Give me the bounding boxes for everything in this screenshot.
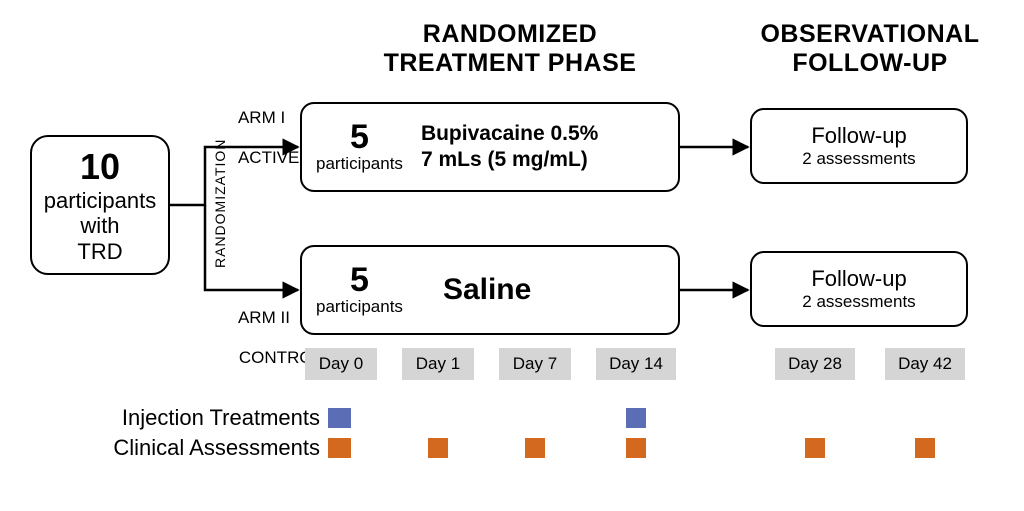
followup-box-active: Follow-up 2 assessments <box>750 108 968 184</box>
header-followup-l1: OBSERVATIONAL <box>760 20 979 48</box>
arm-active-l2: ACTIVE <box>238 148 299 167</box>
control-participants: participants <box>316 297 403 317</box>
day-pill-2: Day 7 <box>499 348 571 380</box>
header-treatment-l2: TREATMENT PHASE <box>384 49 637 77</box>
treatment-box-control: 5 participants Saline <box>300 245 680 335</box>
assessment-marker-4 <box>805 438 825 458</box>
arm-active-l1: ARM I <box>238 108 285 127</box>
fu-active-l1: Follow-up <box>811 123 906 149</box>
enroll-l1: participants <box>44 188 157 213</box>
legend-assessment-label: Clinical Assessments <box>60 435 320 461</box>
active-drug-l1: Bupivacaine 0.5% <box>421 122 598 145</box>
day-pill-4: Day 28 <box>775 348 855 380</box>
assessment-marker-5 <box>915 438 935 458</box>
fu-control-l1: Follow-up <box>811 266 906 292</box>
followup-box-control: Follow-up 2 assessments <box>750 251 968 327</box>
header-followup-l2: FOLLOW-UP <box>792 49 947 77</box>
enroll-box: 10 participants with TRD <box>30 135 170 275</box>
assessment-marker-3 <box>626 438 646 458</box>
header-treatment-l1: RANDOMIZED <box>423 20 597 48</box>
enroll-l2: with <box>80 213 119 238</box>
treatment-box-active: 5 participants Bupivacaine 0.5% 7 mLs (5… <box>300 102 680 192</box>
arm-active-label: ARM I ACTIVE <box>220 88 299 188</box>
day-pill-1: Day 1 <box>402 348 474 380</box>
assessment-marker-0 <box>331 438 351 458</box>
day-pill-3: Day 14 <box>596 348 676 380</box>
header-followup: OBSERVATIONAL FOLLOW-UP <box>740 20 1000 78</box>
header-treatment: RANDOMIZED TREATMENT PHASE <box>330 20 690 78</box>
injection-marker-0 <box>331 408 351 428</box>
assessment-marker-1 <box>428 438 448 458</box>
arm-control-l1: ARM II <box>238 308 290 327</box>
enroll-num: 10 <box>80 146 120 188</box>
active-num: 5 <box>316 120 403 154</box>
legend-injection-label: Injection Treatments <box>60 405 320 431</box>
day-pill-5: Day 42 <box>885 348 965 380</box>
fu-control-l2: 2 assessments <box>802 292 915 312</box>
active-drug-l2: 7 mLs (5 mg/mL) <box>421 148 588 171</box>
diagram-stage: RANDOMIZED TREATMENT PHASE OBSERVATIONAL… <box>30 20 990 490</box>
enroll-l3: TRD <box>77 239 122 264</box>
injection-marker-1 <box>626 408 646 428</box>
fu-active-l2: 2 assessments <box>802 149 915 169</box>
active-participants: participants <box>316 154 403 174</box>
control-drug: Saline <box>443 273 531 307</box>
day-pill-0: Day 0 <box>305 348 377 380</box>
control-num: 5 <box>316 263 403 297</box>
assessment-marker-2 <box>525 438 545 458</box>
